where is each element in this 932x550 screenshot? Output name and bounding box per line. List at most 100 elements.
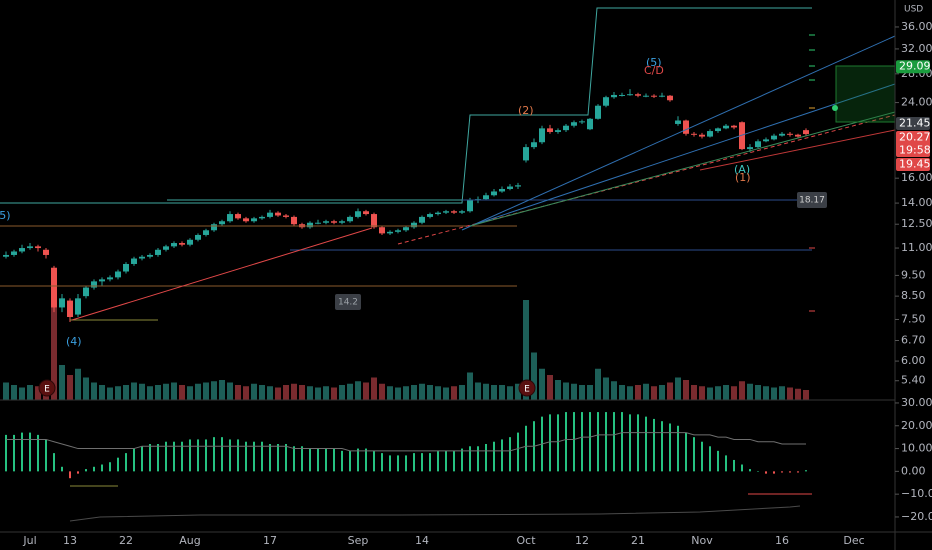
y-tick-label: 6.00: [901, 354, 926, 367]
volume-bar: [99, 385, 105, 400]
candle-body: [515, 185, 521, 187]
volume-bar: [139, 383, 145, 400]
histogram-bar: [181, 441, 183, 472]
histogram-bar: [469, 446, 471, 472]
candle-body: [451, 211, 457, 213]
histogram-bar: [309, 448, 311, 472]
volume-bar: [619, 385, 625, 400]
y-tick-label: 11.00: [901, 241, 932, 254]
volume-bar: [27, 385, 33, 400]
candle-body: [603, 97, 609, 106]
x-tick-label: 12: [575, 534, 589, 547]
histogram-bar: [589, 412, 591, 472]
label-box: [335, 294, 361, 310]
candle-body: [779, 133, 785, 136]
candle-body: [587, 118, 593, 130]
candle-body: [539, 128, 545, 143]
histogram-bar: [109, 462, 111, 472]
volume-bar: [187, 386, 193, 400]
histogram-bar: [85, 469, 87, 472]
candle-body: [123, 263, 129, 272]
wave-label: (A): [734, 163, 750, 176]
candle-body: [747, 147, 753, 150]
volume-bar: [211, 381, 217, 400]
histogram-bar: [397, 455, 399, 472]
candle-body: [635, 94, 641, 96]
volume-bar: [227, 382, 233, 400]
volume-bar: [779, 386, 785, 400]
candle-body: [403, 227, 409, 231]
candle-body: [699, 134, 705, 137]
candle-body: [787, 133, 793, 135]
volume-bar: [795, 388, 801, 400]
candle-body: [483, 195, 489, 200]
candle-body: [331, 221, 337, 223]
histogram-bar: [333, 448, 335, 472]
histogram-bar: [557, 414, 559, 472]
volume-bar: [563, 382, 569, 400]
label-box: [797, 192, 827, 208]
candle-body: [3, 254, 9, 257]
y-tick-label: 0.00: [901, 464, 926, 477]
candle-body: [691, 133, 697, 135]
fan-line: [469, 111, 896, 227]
volume-bar: [195, 383, 201, 400]
candle-body: [139, 256, 145, 259]
y-tick-label: 9.50: [901, 268, 926, 281]
candle-body: [507, 186, 513, 189]
wave-label: (5): [0, 209, 11, 222]
candle-body: [499, 188, 505, 192]
histogram-bar: [453, 450, 455, 472]
volume-bar: [259, 385, 265, 400]
histogram-bar: [749, 469, 751, 472]
histogram-bar: [149, 444, 151, 472]
histogram-bar: [709, 446, 711, 472]
volume-bar: [67, 375, 73, 400]
volume-bar: [203, 382, 209, 400]
x-tick-label: Aug: [179, 534, 200, 547]
volume-bar: [635, 385, 641, 400]
volume-bar: [371, 377, 377, 400]
candle-body: [355, 211, 361, 217]
candle-body: [443, 211, 449, 213]
volume-bar: [475, 382, 481, 400]
histogram-bar: [157, 444, 159, 472]
candle-body: [99, 279, 105, 282]
volume-bar: [515, 383, 521, 400]
volume-bar: [275, 387, 281, 400]
volume-bar: [171, 382, 177, 400]
candle-body: [91, 281, 97, 288]
histogram-bar: [125, 453, 127, 472]
histogram-bar: [269, 444, 271, 472]
volume-bar: [115, 386, 121, 400]
volume-bar: [803, 390, 809, 400]
volume-bar: [627, 386, 633, 400]
volume-bar: [587, 385, 593, 400]
price-marker-label: 20.27: [899, 131, 931, 144]
volume-bar: [59, 365, 65, 400]
volume-bar: [363, 382, 369, 400]
candle-body: [555, 130, 561, 132]
volume-bar: [147, 386, 153, 400]
candle-body: [619, 94, 625, 96]
candle-body: [275, 212, 281, 216]
histogram-bar: [493, 441, 495, 472]
volume-bar: [403, 386, 409, 400]
candle-body: [75, 298, 81, 315]
price-marker: [896, 117, 930, 131]
histogram-bar: [765, 471, 767, 474]
volume-bar: [11, 385, 17, 400]
earnings-badge: [518, 379, 536, 397]
volume-bar: [283, 385, 289, 400]
candle-body: [651, 95, 657, 97]
earnings-label: E: [524, 385, 530, 395]
histogram-bar: [341, 450, 343, 472]
volume-bar: [531, 352, 537, 400]
histogram-bar: [117, 457, 119, 472]
volume-bar: [291, 383, 297, 400]
histogram-bar: [93, 466, 95, 472]
histogram-bar: [5, 434, 7, 472]
volume-bar: [35, 386, 41, 400]
histogram-bar: [445, 450, 447, 472]
histogram-bar: [221, 437, 223, 472]
